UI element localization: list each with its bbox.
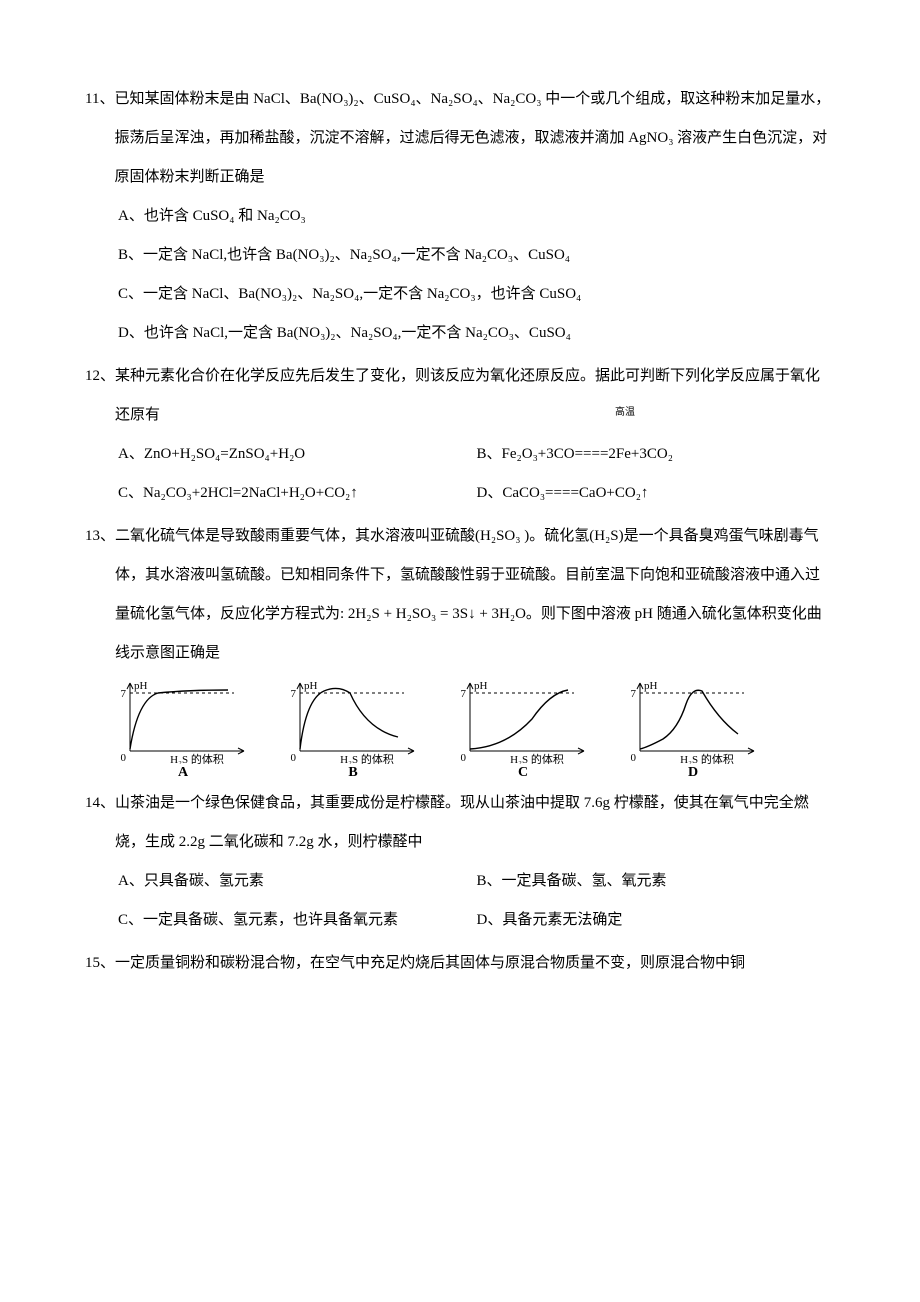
- svg-text:0: 0: [121, 752, 127, 764]
- chart-svg: pH 7 0 H₂S 的体积: [458, 679, 588, 764]
- question-12: 12、 某种元素化合价在化学反应先后发生了变化，则该反应为氧化还原反应。据此可判…: [85, 357, 835, 513]
- svg-text:H₂S 的体积: H₂S 的体积: [680, 752, 734, 764]
- svg-text:7: 7: [121, 688, 127, 700]
- question-number: 13、: [85, 517, 115, 673]
- question-number: 14、: [85, 784, 115, 862]
- chart-a: pH 7 0 H₂S 的体积 A: [118, 679, 248, 780]
- option-d: D、也许含 NaCl,一定含 Ba(NO₃)₂、Na₂SO₄,一定不含 Na₂C…: [118, 314, 835, 353]
- option-b: B、一定含 NaCl,也许含 Ba(NO₃)₂、Na₂SO₄,一定不含 Na₂C…: [118, 236, 835, 275]
- svg-text:0: 0: [461, 752, 467, 764]
- svg-text:H₂S 的体积: H₂S 的体积: [340, 752, 394, 764]
- option-a: A、也许含 CuSO₄ 和 Na₂CO₃: [118, 197, 835, 236]
- svg-text:pH: pH: [644, 680, 658, 692]
- chart-svg: pH 7 0 H₂S 的体积: [118, 679, 248, 764]
- option-c: C、一定含 NaCl、Ba(NO₃)₂、Na₂SO₄,一定不含 Na₂CO₃，也…: [118, 275, 835, 314]
- condition-mark: 高温: [615, 400, 635, 426]
- question-number: 11、: [85, 80, 114, 197]
- chart-label: D: [628, 766, 758, 780]
- question-15: 15、 一定质量铜粉和碳粉混合物，在空气中充足灼烧后其固体与原混合物质量不变，则…: [85, 944, 835, 983]
- options: A、也许含 CuSO₄ 和 Na₂CO₃ B、一定含 NaCl,也许含 Ba(N…: [85, 197, 835, 353]
- svg-text:pH: pH: [304, 680, 318, 692]
- option-c: C、一定具备碳、氢元素，也许具备氧元素: [118, 901, 477, 940]
- question-13: 13、 二氧化硫气体是导致酸雨重要气体，其水溶液叫亚硫酸(H₂SO₃ )。硫化氢…: [85, 517, 835, 780]
- chart-label: B: [288, 766, 418, 780]
- svg-text:7: 7: [461, 688, 467, 700]
- options: A、只具备碳、氢元素 B、一定具备碳、氢、氧元素 C、一定具备碳、氢元素，也许具…: [85, 862, 835, 940]
- chart-c: pH 7 0 H₂S 的体积 C: [458, 679, 588, 780]
- option-b: B、Fe₂O₃+3CO====2Fe+3CO₂: [477, 435, 836, 474]
- chart-svg: pH 7 0 H₂S 的体积: [628, 679, 758, 764]
- chart-label: C: [458, 766, 588, 780]
- svg-text:0: 0: [631, 752, 637, 764]
- question-stem: 已知某固体粉末是由 NaCl、Ba(NO₃)₂、CuSO₄、Na₂SO₄、Na₂…: [114, 80, 835, 197]
- question-11: 11、 已知某固体粉末是由 NaCl、Ba(NO₃)₂、CuSO₄、Na₂SO₄…: [85, 80, 835, 353]
- option-a: A、ZnO+H₂SO₄=ZnSO₄+H₂O: [118, 435, 477, 474]
- question-number: 12、: [85, 357, 115, 435]
- chart-label: A: [118, 766, 248, 780]
- svg-text:0: 0: [291, 752, 297, 764]
- option-c: C、Na₂CO₃+2HCl=2NaCl+H₂O+CO₂↑: [118, 474, 477, 513]
- svg-text:H₂S 的体积: H₂S 的体积: [510, 752, 564, 764]
- option-d: D、具备元素无法确定: [477, 901, 836, 940]
- question-stem: 山茶油是一个绿色保健食品，其重要成份是柠檬醛。现从山茶油中提取 7.6g 柠檬醛…: [115, 784, 835, 862]
- question-stem: 二氧化硫气体是导致酸雨重要气体，其水溶液叫亚硫酸(H₂SO₃ )。硫化氢(H₂S…: [115, 517, 835, 673]
- chart-svg: pH 7 0 H₂S 的体积: [288, 679, 418, 764]
- option-b: B、一定具备碳、氢、氧元素: [477, 862, 836, 901]
- option-d: D、CaCO₃====CaO+CO₂↑: [477, 474, 836, 513]
- svg-text:pH: pH: [474, 680, 488, 692]
- chart-b: pH 7 0 H₂S 的体积 B: [288, 679, 418, 780]
- chart-row: pH 7 0 H₂S 的体积 ApH 7 0 H₂S 的体积 BpH 7 0 H₂S 的体积 CpH 7 0…: [85, 679, 835, 780]
- question-stem: 一定质量铜粉和碳粉混合物，在空气中充足灼烧后其固体与原混合物质量不变，则原混合物…: [115, 944, 835, 983]
- question-14: 14、 山茶油是一个绿色保健食品，其重要成份是柠檬醛。现从山茶油中提取 7.6g…: [85, 784, 835, 940]
- question-number: 15、: [85, 944, 115, 983]
- option-a: A、只具备碳、氢元素: [118, 862, 477, 901]
- svg-text:7: 7: [291, 688, 297, 700]
- svg-text:7: 7: [631, 688, 637, 700]
- options: A、ZnO+H₂SO₄=ZnSO₄+H₂O B、Fe₂O₃+3CO====2Fe…: [85, 435, 835, 513]
- svg-text:pH: pH: [134, 680, 148, 692]
- chart-d: pH 7 0 H₂S 的体积 D: [628, 679, 758, 780]
- svg-text:H₂S 的体积: H₂S 的体积: [170, 752, 224, 764]
- question-stem: 某种元素化合价在化学反应先后发生了变化，则该反应为氧化还原反应。据此可判断下列化…: [115, 357, 835, 435]
